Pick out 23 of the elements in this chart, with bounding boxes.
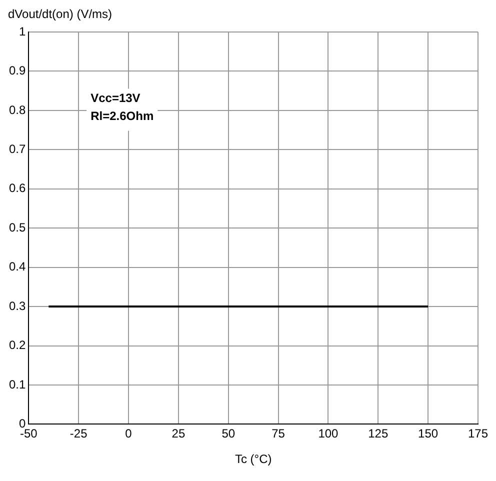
x-tick-label: 150 — [418, 426, 438, 441]
x-tick-label: 0 — [125, 426, 132, 441]
y-tick-label: 0.9 — [8, 64, 26, 78]
x-tick-label: 175 — [468, 426, 488, 441]
y-tick-label: 0.1 — [8, 377, 26, 392]
y-tick-label: 0.2 — [8, 338, 26, 352]
y-tick-label: 0.7 — [8, 142, 26, 156]
y-tick-label: 0.4 — [8, 260, 26, 274]
y-tick-label: 0.3 — [8, 298, 26, 313]
x-axis-title: Tc (°C) — [234, 452, 272, 466]
y-axis-title: dVout/dt(on) (V/ms) — [8, 7, 112, 21]
x-tick-label: 25 — [172, 426, 186, 441]
annotation: Vcc=13V — [90, 91, 140, 106]
annotation: Rl=2.6Ohm — [90, 109, 154, 124]
y-tick-label: 1 — [18, 24, 26, 38]
x-tick-label: -25 — [70, 426, 88, 441]
x-tick-label: 125 — [368, 426, 388, 441]
y-tick-label: 0.6 — [8, 181, 26, 196]
x-tick-label: 100 — [318, 426, 339, 441]
y-tick-label: 0.5 — [8, 220, 26, 234]
y-tick-label: 0.8 — [8, 102, 26, 117]
x-tick-label: 50 — [222, 426, 236, 441]
x-tick-label: 75 — [272, 426, 286, 441]
